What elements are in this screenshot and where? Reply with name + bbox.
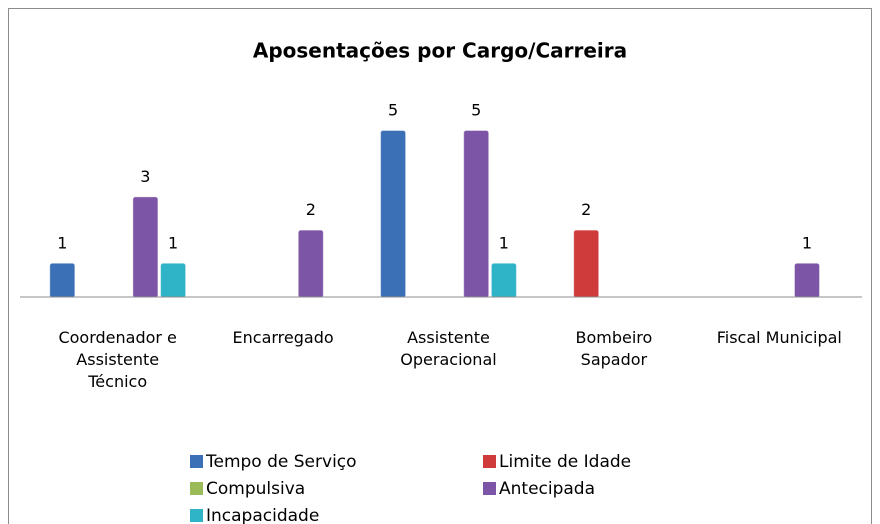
bar xyxy=(160,263,186,298)
bar xyxy=(491,263,517,298)
chart-border xyxy=(8,8,872,524)
legend-swatch xyxy=(483,482,496,495)
bar xyxy=(380,130,406,298)
legend-swatch xyxy=(190,455,203,468)
data-label: 1 xyxy=(802,233,812,252)
data-label: 1 xyxy=(499,233,509,252)
legend-label: Incapacidade xyxy=(206,506,319,524)
data-label: 2 xyxy=(581,200,591,219)
x-tick-label: Fiscal Municipal xyxy=(716,328,842,347)
x-tick-label: Coordenador e Assistente Técnico xyxy=(58,328,177,391)
x-tick-label: Assistente Operacional xyxy=(400,328,497,369)
legend-label: Tempo de Serviço xyxy=(205,452,357,472)
data-label: 1 xyxy=(168,233,178,252)
bar xyxy=(794,263,820,298)
chart-title: Aposentações por Cargo/Carreira xyxy=(253,39,627,63)
data-label: 3 xyxy=(140,167,150,186)
x-tick-label: Encarregado xyxy=(232,328,334,347)
data-label: 5 xyxy=(388,101,398,120)
bar xyxy=(49,263,75,298)
legend-swatch xyxy=(190,482,203,495)
bar xyxy=(573,230,599,298)
bar xyxy=(298,230,324,298)
legend-swatch xyxy=(190,509,203,522)
bar xyxy=(132,196,158,298)
data-label: 2 xyxy=(306,200,316,219)
legend-label: Limite de Idade xyxy=(499,452,631,472)
legend-label: Antecipada xyxy=(499,479,595,499)
x-tick-label: Bombeiro Sapador xyxy=(575,328,653,369)
data-label: 1 xyxy=(57,233,67,252)
data-label: 5 xyxy=(471,101,481,120)
bar xyxy=(463,130,489,298)
legend-swatch xyxy=(483,455,496,468)
legend-label: Compulsiva xyxy=(206,479,305,499)
